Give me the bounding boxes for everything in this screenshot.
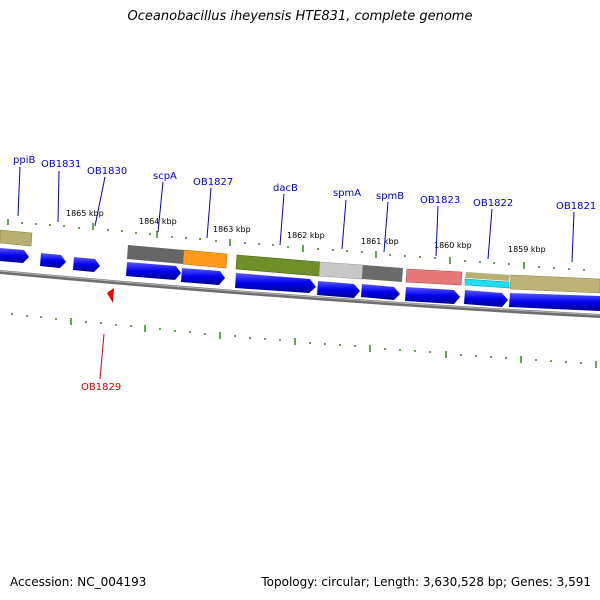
gene-block-scpA-orange [182,249,228,269]
gene-block-spmA [318,261,364,280]
gene-block-ppiB [0,229,33,247]
ruler-label: 1864 kbp [139,217,177,226]
gene-arrows [0,248,600,311]
gene-arrow-dacB [235,273,316,293]
gene-arrow-OB1821 [509,293,600,311]
genome-backbone-highlight [0,270,600,316]
gene-arrow-OB1823 [405,287,460,304]
gene-label-spmA: spmA [333,188,361,199]
gene-block-OB1822-cyan [464,278,510,289]
gene-label-OB1829: OB1829 [81,382,121,393]
gene-block-OB1823 [405,268,463,286]
gene-label-OB1821: OB1821 [556,201,596,212]
map-title: Oceanobacillus iheyensis HTE831, complet… [127,9,473,24]
ruler-label: 1863 kbp [213,225,251,234]
gene-label-OB1827: OB1827 [193,177,233,188]
gene-label-OB1822: OB1822 [473,198,513,209]
gene-label-OB1831: OB1831 [41,159,81,170]
gene-arrow-OB1827 [181,268,225,285]
ruler-label: 1865 kbp [66,209,104,218]
gene-label-spmB: spmB [376,191,404,202]
outer-gene-blocks [0,229,600,294]
gene-arrow-OB1831 [40,253,66,268]
gene-labels: ppiB OB1831 OB1830 scpA OB1827 dacB spmA… [13,155,596,212]
accession-text: Accession: NC_004193 [10,575,147,589]
gene-arrow-OB1822 [464,290,508,307]
gene-arrow-OB1830 [73,257,100,272]
gene-label-OB1823: OB1823 [420,195,460,206]
gene-label-ppiB: ppiB [13,155,35,166]
ruler-labels: 1865 kbp 1864 kbp 1863 kbp 1862 kbp 1861… [66,209,546,254]
ruler-label: 1859 kbp [508,245,546,254]
gene-arrow-spmA [317,281,360,298]
gene-label-leaders [17,166,575,263]
gene-label-scpA: scpA [153,171,177,182]
gene-block-OB1822-top [465,272,510,281]
gene-arrow-scpA [126,262,181,280]
gene-arrow-ppiB [0,248,29,263]
inner-ruler-ticks [11,313,597,368]
ruler-label: 1860 kbp [434,241,472,250]
genome-backbone [0,270,600,318]
gene-arrow-spmB [361,284,400,300]
ruler-label: 1862 kbp [287,231,325,240]
leader-OB1829 [99,333,105,380]
gene-block-scpA-dark [127,245,184,264]
gene-label-OB1830: OB1830 [87,166,127,177]
topology-text: Topology: circular; Length: 3,630,528 bp… [261,575,591,589]
gene-label-dacB: dacB [273,183,298,194]
gene-block-spmB [362,265,403,282]
gene-block-dacB [235,254,321,277]
gene-block-OB1821 [509,274,600,294]
marker-OB1829 [107,288,114,303]
ruler-label: 1861 kbp [361,237,399,246]
outer-ruler-ticks [7,219,585,271]
